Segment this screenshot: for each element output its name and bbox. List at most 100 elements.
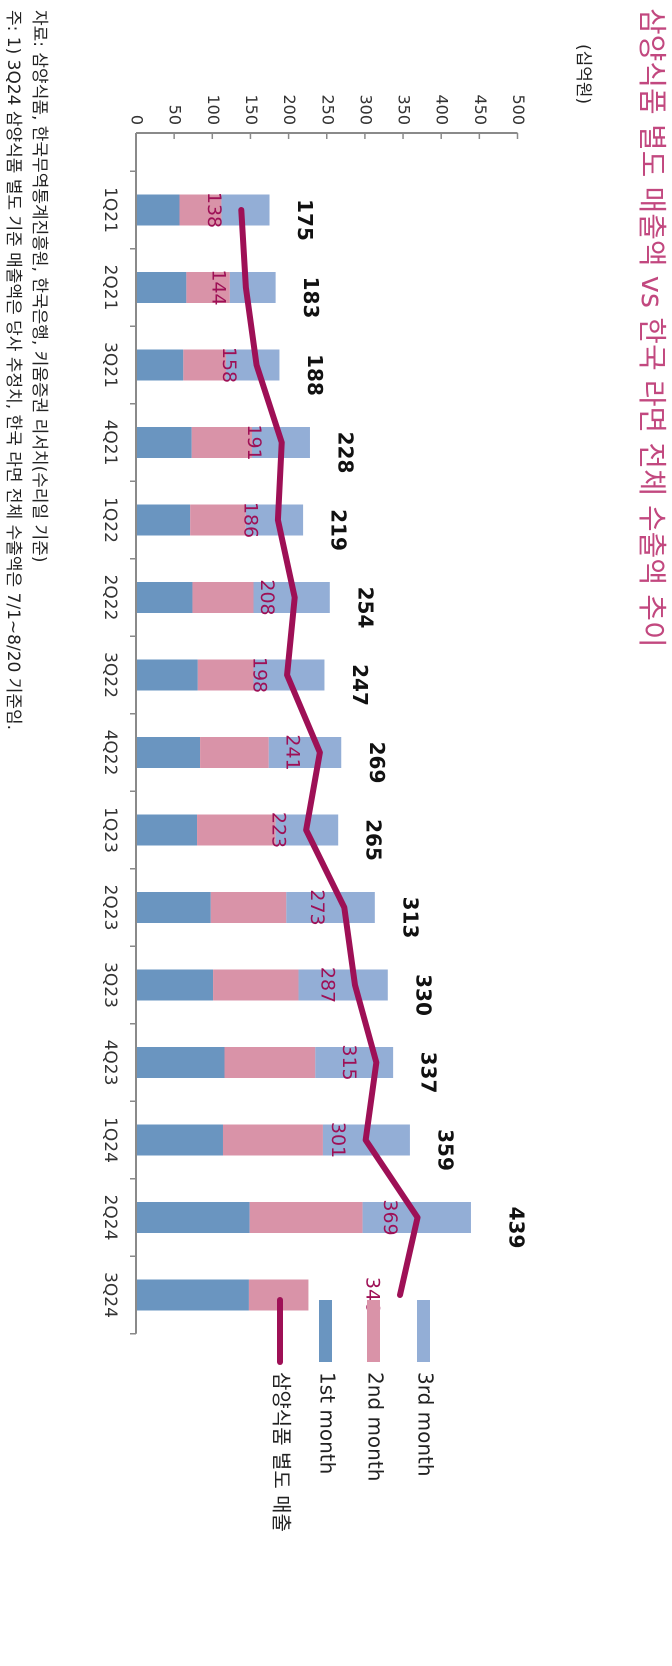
value-tick-label: 450	[471, 94, 490, 125]
sales-line-value: 208	[256, 579, 278, 615]
sales-line-labels: 138 144 158 191 186 208 198 241 223 273 287 315 301 3…	[203, 192, 401, 1313]
category-label: 3Q23	[100, 962, 120, 1008]
total-label: 330	[411, 974, 435, 1016]
sales-line-value: 223	[268, 812, 290, 848]
category-label: 3Q22	[100, 652, 120, 698]
total-label: 313	[398, 897, 422, 939]
sales-line-value: 138	[203, 192, 225, 228]
bar-segment	[191, 427, 252, 458]
bar-segment	[136, 582, 193, 613]
bar-segment	[298, 969, 388, 1001]
total-label: 337	[417, 1052, 441, 1094]
category-label: 2Q24	[100, 1195, 120, 1241]
sales-line-value: 273	[306, 889, 328, 925]
category-label: 2Q23	[100, 885, 120, 931]
axes	[130, 132, 519, 1335]
value-tick-label: 350	[395, 94, 414, 125]
unit-label: (십억원)	[573, 44, 593, 104]
chart-rotated-frame: 삼양식품 별도 매출액 vs 한국 라면 전체 수출액 추이 (십억원) 0 50…	[100, 8, 669, 1532]
legend-swatch	[417, 1300, 430, 1362]
sales-line-path	[238, 207, 421, 1298]
total-label: 228	[333, 432, 357, 474]
bar-segment	[135, 1124, 223, 1156]
category-label: 4Q22	[100, 730, 120, 776]
bar-segment	[135, 1047, 225, 1078]
value-axis-ticks: 0 50 100 150 200 250 300 350 400 450 500	[128, 94, 529, 125]
total-label: 269	[365, 742, 389, 784]
category-label: 3Q24	[100, 1272, 120, 1318]
value-tick-label: 400	[433, 94, 452, 125]
bar-segment	[200, 737, 269, 768]
value-tick-label: 100	[204, 94, 223, 125]
sales-line-value: 198	[249, 657, 271, 693]
category-axis-labels: 1Q21 2Q21 3Q21 4Q21 1Q22 2Q22 3Q22 4Q22 1Q23 2Q23…	[100, 187, 120, 1318]
total-label: 254	[353, 587, 377, 629]
bar-segment	[135, 969, 214, 1001]
legend-label: 2nd month	[364, 1372, 388, 1481]
value-tick-label: 500	[509, 94, 528, 125]
sales-line-value: 158	[218, 347, 240, 383]
category-label: 3Q21	[100, 342, 120, 388]
value-tick-label: 0	[128, 115, 147, 125]
bar-segment	[183, 349, 227, 381]
bar-segment	[135, 892, 211, 923]
category-label: 2Q21	[100, 265, 120, 311]
category-label: 1Q22	[100, 497, 120, 543]
chart-title: 삼양식품 별도 매출액 vs 한국 라면 전체 수출액 추이	[635, 8, 669, 648]
total-label: 188	[303, 354, 327, 396]
bar-segment	[224, 1047, 316, 1078]
category-label: 1Q24	[100, 1117, 120, 1163]
bar-segment	[136, 1279, 249, 1311]
bar-segment	[222, 1124, 323, 1156]
total-labels: 175 183 188 228 219 254 247 269 265 313 330 337 359 4…	[293, 199, 528, 1248]
bar-segment	[136, 814, 198, 846]
bar-segment	[197, 659, 254, 691]
bar-segment	[136, 272, 187, 303]
bar-segment	[221, 194, 270, 226]
footnote: 주: 1) 3Q24 삼양식품 별도 기준 매출액은 당사 추정치, 한국 라면…	[3, 10, 23, 730]
category-label: 2Q22	[100, 575, 120, 621]
legend-swatch	[319, 1300, 332, 1362]
sales-line-value: 144	[207, 269, 229, 305]
value-tick-label: 300	[356, 94, 375, 125]
legend-swatch	[367, 1300, 380, 1362]
bar-segment	[186, 272, 230, 303]
legend-label: 3rd month	[414, 1372, 438, 1477]
sales-line-value: 315	[338, 1044, 360, 1080]
total-label: 183	[299, 277, 323, 319]
bar-segment	[245, 504, 304, 536]
bar-segment	[136, 737, 201, 768]
sales-line-value: 369	[379, 1199, 401, 1235]
category-label: 4Q23	[100, 1040, 120, 1086]
bar-segment	[192, 582, 254, 613]
sales-line-value: 301	[327, 1122, 349, 1158]
bar-segment	[136, 659, 198, 691]
notes-frame: 자료: 삼양식품, 한국무역통계진흥원, 한국은행, 키움증권 리서치(수리일 …	[3, 10, 49, 730]
bar-segment	[136, 1202, 250, 1233]
bar-segment	[135, 194, 180, 226]
bar-segment	[249, 1202, 363, 1233]
bar-segment	[286, 892, 375, 923]
category-label: 1Q21	[100, 187, 120, 233]
sales-line-value: 287	[316, 967, 338, 1003]
sales-line	[238, 207, 421, 1298]
bar-segment	[248, 1279, 309, 1311]
bar-segment	[213, 969, 299, 1001]
bar-segment	[197, 814, 276, 846]
bar-segment	[136, 504, 191, 536]
total-label: 439	[504, 1207, 528, 1249]
total-label: 265	[362, 819, 386, 861]
category-label: 1Q23	[100, 807, 120, 853]
bar-segment	[226, 349, 280, 381]
bar-segment	[136, 349, 184, 381]
source-note: 자료: 삼양식품, 한국무역통계진흥원, 한국은행, 키움증권 리서치(수리일 …	[29, 10, 49, 562]
sales-line-value: 191	[243, 424, 265, 460]
bar-segment	[179, 194, 222, 226]
legend-label: 1st month	[316, 1372, 340, 1474]
total-label: 219	[327, 509, 351, 551]
sales-line-value: 186	[239, 502, 261, 538]
bar-segment	[229, 272, 276, 303]
value-tick-label: 50	[166, 105, 185, 125]
bar-segment	[268, 737, 342, 768]
